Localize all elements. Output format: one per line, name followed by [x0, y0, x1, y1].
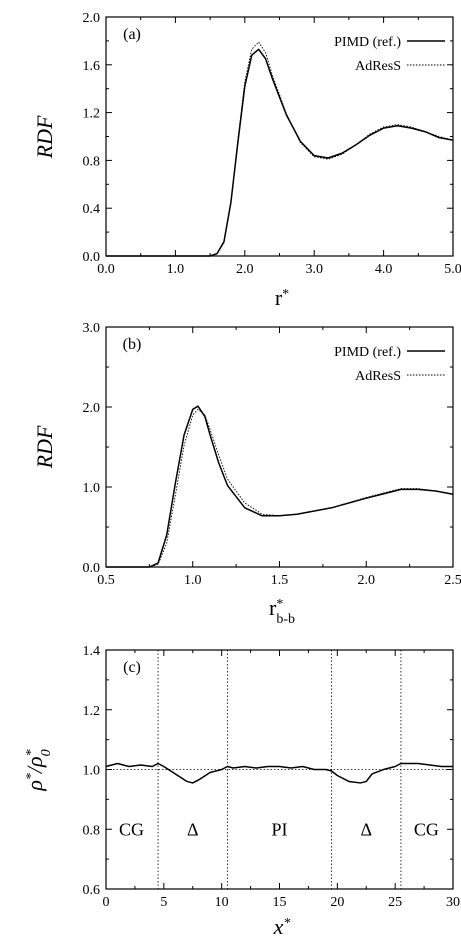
- region-label: CG: [119, 819, 144, 839]
- y-tick-label: 2.0: [83, 401, 101, 416]
- x-tick-label: 2.0: [358, 573, 376, 588]
- legend-entry-label: PIMD (ref.): [334, 35, 401, 50]
- panel-3: 0 5 10 15 20 25 30 0.6 0.8 1.0 1.2 1.4 (c) x* ρ*/ρ*0 CG…: [22, 644, 460, 939]
- y-axis-label: ρ*/ρ*0: [22, 749, 54, 791]
- y-tick-label: 1.4: [83, 644, 101, 659]
- y-tick-label: 0.8: [83, 823, 101, 838]
- y-tick-label: 2.0: [83, 11, 101, 26]
- y-tick-label: 0.8: [83, 154, 101, 169]
- x-tick-label: 25: [388, 895, 402, 910]
- panel-label: (a): [123, 26, 141, 43]
- x-tick-label: 0: [103, 895, 110, 910]
- panel-label: (c): [123, 659, 141, 676]
- region-label: CG: [414, 819, 439, 839]
- y-tick-label: 0.0: [83, 561, 101, 576]
- region-label: Δ: [360, 819, 372, 839]
- panel-2: 0.5 1.0 1.5 2.0 2.5 0.0 1.0 2.0 3.0 (b) r* b-b RDF PI…: [32, 321, 461, 627]
- y-axis-label: RDF: [32, 425, 57, 469]
- y-tick-label: 0.4: [83, 202, 101, 217]
- panel-1: 0.0 1.0 2.0 3.0 4.0 5.0 0.0 0.4 0.8 1.2 1.6 2.0 (a) r…: [32, 11, 461, 310]
- y-tick-label: 1.2: [83, 107, 101, 122]
- x-tick-label: 30: [446, 895, 460, 910]
- x-tick-label: 5: [160, 895, 167, 910]
- x-tick-label: 4.0: [375, 262, 393, 277]
- x-axis-label: r* b-b: [269, 595, 295, 627]
- x-tick-label: 20: [330, 895, 344, 910]
- x-axis-label: r*: [275, 285, 289, 310]
- x-tick-label: 2.5: [444, 573, 461, 588]
- region-label: Δ: [187, 819, 199, 839]
- legend-entry-label: AdResS: [355, 59, 401, 74]
- region-label: PI: [271, 819, 287, 839]
- x-tick-label: 0.5: [97, 573, 115, 588]
- panel-label: (b): [123, 336, 142, 353]
- series-line-1: [106, 48, 454, 257]
- series-line-2: [106, 408, 454, 568]
- y-tick-label: 1.2: [83, 704, 101, 719]
- y-tick-label: 3.0: [83, 321, 101, 336]
- x-tick-label: 0.0: [97, 262, 115, 277]
- y-tick-label: 1.0: [83, 764, 101, 779]
- plot-frame: [105, 326, 454, 568]
- series-line-2: [106, 41, 454, 257]
- x-tick-label: 2.0: [236, 262, 254, 277]
- y-tick-label: 1.0: [83, 481, 101, 496]
- series-line-1: [106, 405, 454, 568]
- x-tick-label: 3.0: [305, 262, 323, 277]
- x-tick-label: 15: [273, 895, 287, 910]
- x-tick-label: 5.0: [444, 262, 461, 277]
- series-line-1: [105, 762, 453, 784]
- y-tick-label: 0.6: [83, 883, 101, 898]
- y-axis-label: RDF: [32, 115, 57, 159]
- legend-entry-label: AdResS: [355, 369, 401, 384]
- y-tick-label: 0.0: [83, 250, 101, 265]
- x-tick-label: 1.0: [184, 573, 202, 588]
- y-tick-label: 1.6: [83, 59, 101, 74]
- x-tick-label: 1.5: [271, 573, 289, 588]
- legend-entry-label: PIMD (ref.): [334, 345, 401, 360]
- x-axis-label: x*: [273, 914, 291, 939]
- x-tick-label: 10: [215, 895, 229, 910]
- plot-frame: [105, 16, 454, 257]
- x-tick-label: 1.0: [167, 262, 185, 277]
